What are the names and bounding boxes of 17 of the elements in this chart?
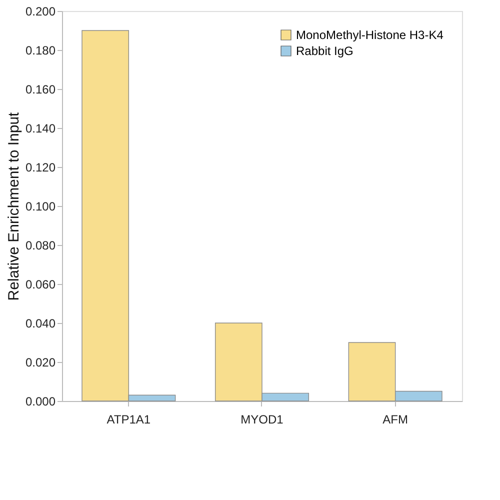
legend-label: MonoMethyl-Histone H3-K4 <box>296 28 444 42</box>
y-tick-label: 0.000 <box>25 394 56 408</box>
y-tick-label: 0.120 <box>25 160 56 174</box>
x-tick-label: ATP1A1 <box>106 412 151 426</box>
legend-label: Rabbit IgG <box>296 44 354 58</box>
y-tick-label: 0.160 <box>25 82 56 96</box>
y-tick-label: 0.040 <box>25 316 56 330</box>
y-tick-label: 0.180 <box>25 44 56 58</box>
x-tick-label: MYOD1 <box>240 412 284 426</box>
y-tick-label: 0.020 <box>25 356 56 370</box>
y-axis-title: Relative Enrichment to Input <box>5 111 22 301</box>
x-tick-label: AFM <box>382 412 408 426</box>
y-tick-label: 0.080 <box>25 238 56 252</box>
y-tick-label: 0.140 <box>25 122 56 136</box>
y-tick-label: 0.100 <box>25 200 56 214</box>
y-tick-label: 0.200 <box>25 4 56 18</box>
y-tick-label: 0.060 <box>25 278 56 292</box>
